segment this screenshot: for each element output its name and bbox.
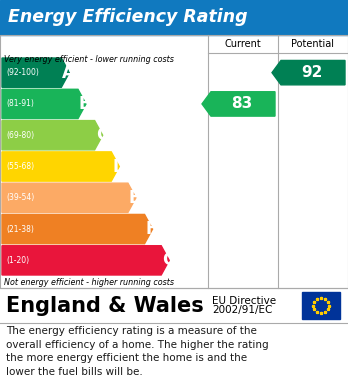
Polygon shape — [2, 120, 103, 150]
Text: EU Directive: EU Directive — [212, 296, 276, 307]
Text: (21-38): (21-38) — [6, 224, 34, 233]
Text: B: B — [79, 95, 92, 113]
Text: D: D — [112, 158, 126, 176]
Text: 2002/91/EC: 2002/91/EC — [212, 305, 272, 316]
Text: The energy efficiency rating is a measure of the
overall efficiency of a home. T: The energy efficiency rating is a measur… — [6, 326, 269, 377]
Text: Current: Current — [224, 39, 261, 49]
Bar — [0, 0, 348, 35]
Text: (1-20): (1-20) — [6, 256, 29, 265]
Text: 92: 92 — [301, 65, 322, 80]
Text: 83: 83 — [231, 97, 252, 111]
Text: (69-80): (69-80) — [6, 131, 34, 140]
Text: Energy Efficiency Rating: Energy Efficiency Rating — [8, 9, 248, 27]
Text: (92-100): (92-100) — [6, 68, 39, 77]
Text: C: C — [96, 126, 108, 144]
Text: A: A — [62, 64, 75, 82]
Polygon shape — [2, 152, 119, 181]
Text: (81-91): (81-91) — [6, 99, 34, 108]
Text: E: E — [129, 189, 140, 207]
Bar — [0, 35, 348, 288]
Bar — [302, 292, 340, 319]
Text: Not energy efficient - higher running costs: Not energy efficient - higher running co… — [4, 278, 174, 287]
Polygon shape — [202, 92, 275, 116]
Polygon shape — [2, 246, 169, 275]
Text: G: G — [162, 251, 176, 269]
Polygon shape — [2, 183, 136, 212]
Text: England & Wales: England & Wales — [6, 296, 204, 316]
Bar — [0, 288, 348, 323]
Text: (39-54): (39-54) — [6, 193, 34, 202]
Polygon shape — [2, 214, 152, 244]
Text: (55-68): (55-68) — [6, 162, 34, 171]
Text: F: F — [145, 220, 157, 238]
Polygon shape — [2, 58, 69, 87]
Polygon shape — [272, 61, 345, 85]
Text: Very energy efficient - lower running costs: Very energy efficient - lower running co… — [4, 55, 174, 64]
Polygon shape — [2, 89, 86, 118]
Text: Potential: Potential — [292, 39, 334, 49]
